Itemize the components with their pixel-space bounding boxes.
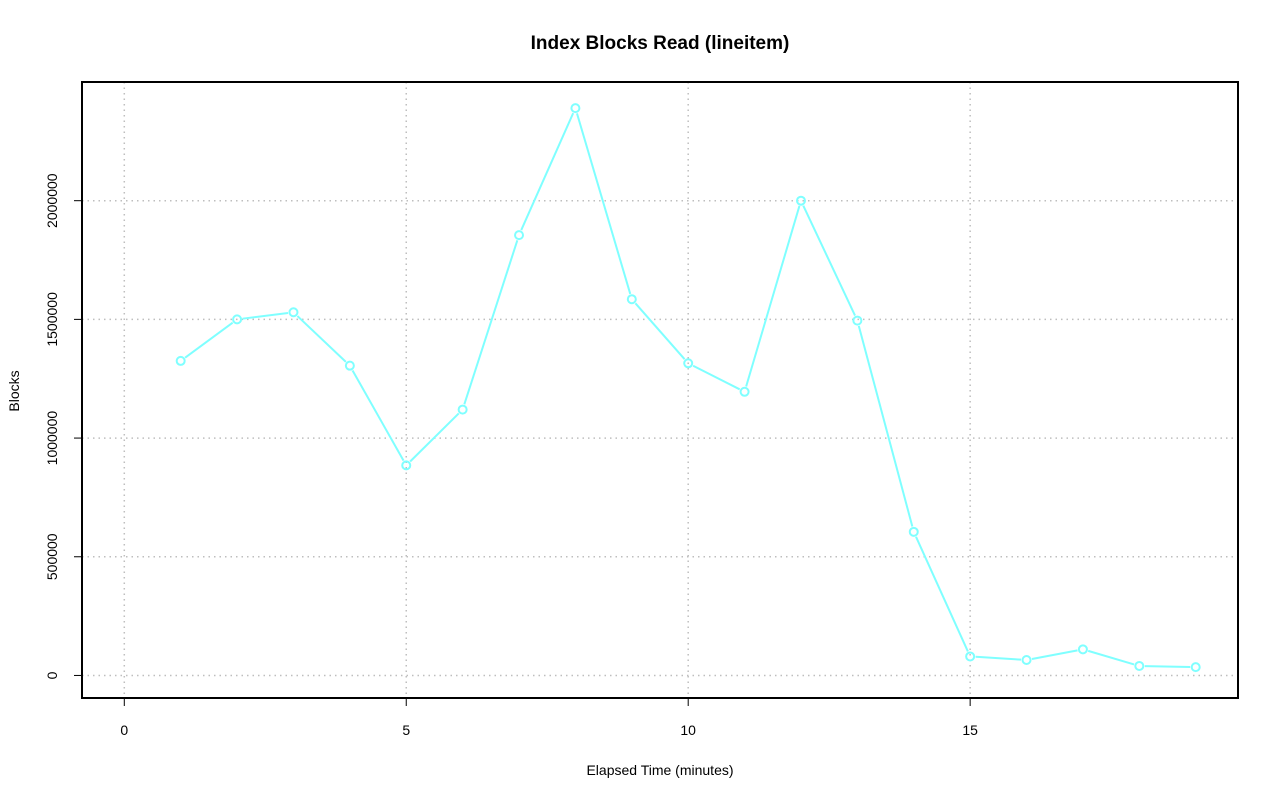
data-point: [175, 355, 186, 366]
series-line-segment: [1031, 649, 1078, 660]
grid: [82, 82, 1238, 698]
data-point: [457, 404, 468, 415]
y-tick-label: 0: [44, 671, 60, 679]
data-point: [908, 526, 919, 537]
series-line-segment: [409, 412, 460, 463]
x-tick-label: 5: [402, 722, 410, 738]
series-line-segment: [520, 112, 575, 231]
data-point: [401, 460, 412, 471]
series-line-segment: [1144, 665, 1191, 669]
series-line-segment: [975, 655, 1022, 661]
data-point: [344, 360, 355, 371]
series-line-segment: [634, 302, 686, 360]
series-line-segment: [296, 315, 347, 363]
data-point: [795, 195, 806, 206]
y-tick-label: 2000000: [44, 173, 60, 228]
series-line-segment: [745, 205, 801, 387]
series-layer: [175, 103, 1201, 673]
x-axis-label: Elapsed Time (minutes): [586, 762, 733, 778]
data-point: [288, 307, 299, 318]
data-point: [626, 294, 637, 305]
data-point: [965, 651, 976, 662]
data-point: [1077, 644, 1088, 655]
y-tick-label: 1000000: [44, 411, 60, 466]
x-tick-label: 0: [120, 722, 128, 738]
x-tick-label: 10: [680, 722, 696, 738]
data-point: [570, 103, 581, 114]
series-line-segment: [1087, 649, 1135, 666]
y-axis-label: Blocks: [6, 370, 22, 411]
series-line-segment: [802, 205, 856, 317]
data-point: [683, 358, 694, 369]
chart-title: Index Blocks Read (lineitem): [531, 33, 790, 54]
series-line-segment: [242, 311, 289, 320]
series-line-segment: [184, 321, 234, 359]
series-line-segment: [915, 536, 969, 652]
data-point: [232, 314, 243, 325]
series-line-segment: [576, 113, 632, 295]
data-point: [514, 230, 525, 241]
data-point: [739, 386, 750, 397]
data-point: [1021, 655, 1032, 666]
series-line-segment: [463, 240, 519, 405]
data-point: [1134, 660, 1145, 671]
axes: 0 5 10 15 0 500000 1000000 1500000 2000000: [44, 173, 978, 738]
y-tick-label: 1500000: [44, 292, 60, 347]
data-point: [1190, 662, 1201, 673]
x-tick-label: 15: [962, 722, 978, 738]
data-point: [852, 315, 863, 326]
series-line-segment: [351, 369, 405, 462]
y-tick-label: 500000: [44, 533, 60, 580]
series-line-segment: [857, 325, 914, 527]
series-line-segment: [692, 364, 741, 391]
